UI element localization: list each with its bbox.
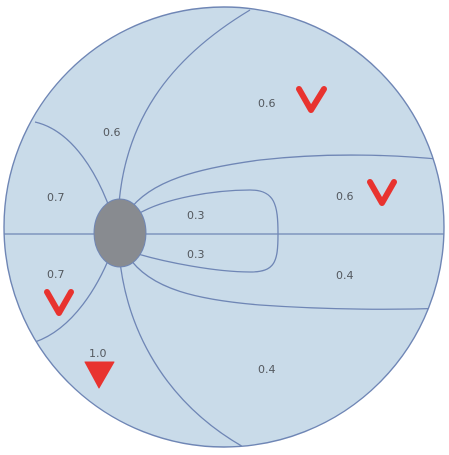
region-value-label: 0.6: [258, 97, 276, 110]
region-value-label: 0.3: [187, 209, 205, 222]
v-mark-icon: [367, 179, 397, 206]
upper-arcuate-boundary: [127, 154, 444, 213]
region-value-label: 0.3: [187, 248, 205, 261]
fundus-circle: [3, 6, 445, 448]
region-value-label: 0.4: [336, 269, 354, 282]
region-value-label: 0.7: [47, 268, 65, 281]
v-mark-icon: [296, 86, 327, 113]
optic-disc: [93, 198, 147, 268]
region-value-label: 1.0: [89, 347, 107, 360]
filled-triangle-icon: [84, 361, 115, 389]
region-value-labels: 0.6 0.6 0.7 0.6 0.3 0.3 0.7 0.4 1.0 0.4: [47, 97, 354, 376]
v-mark-icon: [44, 289, 74, 316]
lower-arcuate-boundary: [127, 255, 444, 310]
region-value-label: 0.6: [103, 126, 121, 139]
papillomacular-bundle-boundary: [137, 189, 279, 273]
region-value-label: 0.7: [47, 191, 65, 204]
region-value-label: 0.6: [336, 190, 354, 203]
upper-arc-boundary: [117, 9, 251, 235]
region-value-label: 0.4: [258, 363, 276, 376]
